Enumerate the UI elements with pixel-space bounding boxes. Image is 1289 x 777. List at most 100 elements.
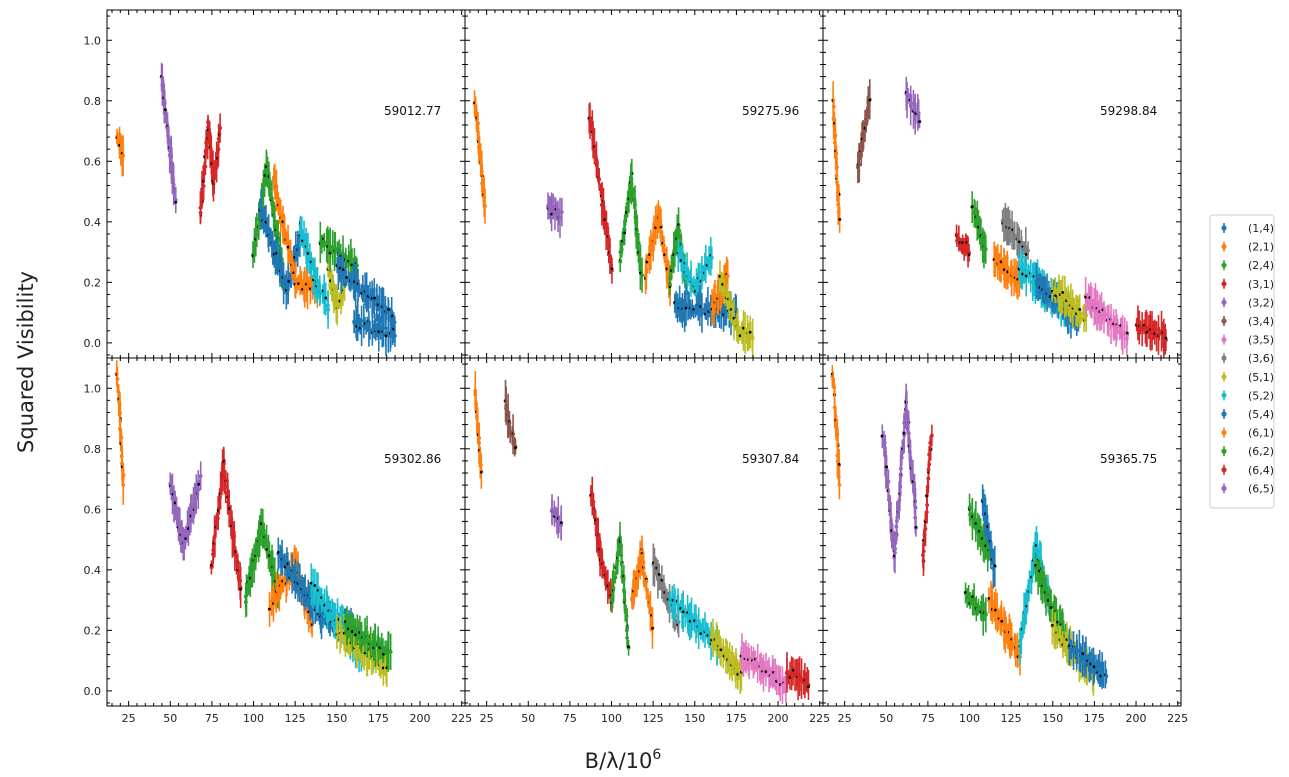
series-segment [298,215,330,329]
data-point [906,93,910,98]
data-point [115,377,120,381]
data-point [196,487,201,492]
data-point [1078,316,1083,320]
series-segment [1050,274,1089,333]
data-point [264,537,269,542]
model-point [1164,336,1168,340]
series-segment [920,424,934,577]
model-point [970,205,974,209]
data-point [893,541,898,546]
panel-date-label: 59012.77 [384,104,441,118]
model-point [1092,665,1096,669]
model-point [1145,330,1149,334]
model-point [559,521,563,525]
model-point [681,610,685,614]
panel-frame [822,9,1182,359]
panel-points [473,371,811,704]
panel-date-label: 59298.84 [1100,104,1157,118]
series-segment [880,383,918,574]
data-point [967,250,971,255]
data-point [297,580,302,585]
data-point [196,479,201,484]
model-point [993,564,997,568]
model-point [974,522,978,525]
model-point [550,212,553,216]
model-point [197,483,201,486]
series-segment [618,158,644,293]
data-point [1164,338,1168,342]
series-segment [550,494,564,541]
data-point [727,659,732,663]
model-point [885,465,889,469]
series-segment [970,191,988,269]
data-point [559,210,564,214]
series-segment [987,580,1022,676]
data-point [739,672,744,677]
model-point [645,260,649,264]
model-point [764,670,768,674]
model-point [651,626,654,630]
data-point [591,500,596,504]
data-point [668,597,673,601]
model-point [227,506,231,510]
model-point [1049,606,1053,610]
data-point [359,323,364,328]
data-point [983,247,988,252]
model-point [306,252,310,255]
model-point [268,607,271,611]
series-segment [709,618,744,694]
data-point [1084,313,1089,318]
model-point [382,652,385,656]
series-segment [159,62,178,214]
data-point [884,467,889,472]
model-point [627,645,630,649]
data-point [173,198,178,202]
panel-frame [464,9,824,359]
series-segment [1083,276,1130,357]
data-point [272,219,277,224]
data-point [348,625,353,630]
data-point [288,254,293,259]
data-point [287,566,291,570]
data-point [558,215,562,220]
data-point [218,126,223,130]
series-segment [115,126,126,177]
model-point [1081,652,1085,656]
data-point [640,273,644,278]
model-point [164,108,167,112]
panel-points [472,90,755,358]
model-point [1000,619,1004,623]
data-point [121,482,126,487]
model-point [914,525,918,529]
data-point [268,187,272,192]
panel-points [114,360,393,687]
panel-frame [106,357,466,707]
model-point [373,296,377,300]
y-tick-label: 0.4 [84,216,102,229]
model-point [1024,274,1028,278]
model-point [964,590,967,594]
panel: 59302.86 [106,357,466,707]
data-point [1157,331,1162,336]
panel: 59307.84 [464,357,824,707]
model-point [287,279,291,283]
model-point [925,494,929,498]
data-point [1122,331,1127,335]
data-point [254,228,259,232]
model-point [684,306,688,310]
model-point [309,581,313,585]
series-segment [472,90,487,224]
y-tick-label: 0.0 [84,337,102,350]
data-point [1028,273,1033,278]
data-point [899,455,904,460]
series-segment [992,241,1022,300]
model-point [1078,308,1082,311]
model-point [1061,291,1065,294]
data-point [198,473,203,478]
series-segment [335,248,397,337]
data-point [799,676,804,681]
data-point [550,507,554,512]
panels-layer: 59012.77 59275.96 59298.84 59302.86 59307.84… [106,9,1182,707]
panel: 59298.84 [822,9,1182,359]
data-point [1055,637,1060,642]
